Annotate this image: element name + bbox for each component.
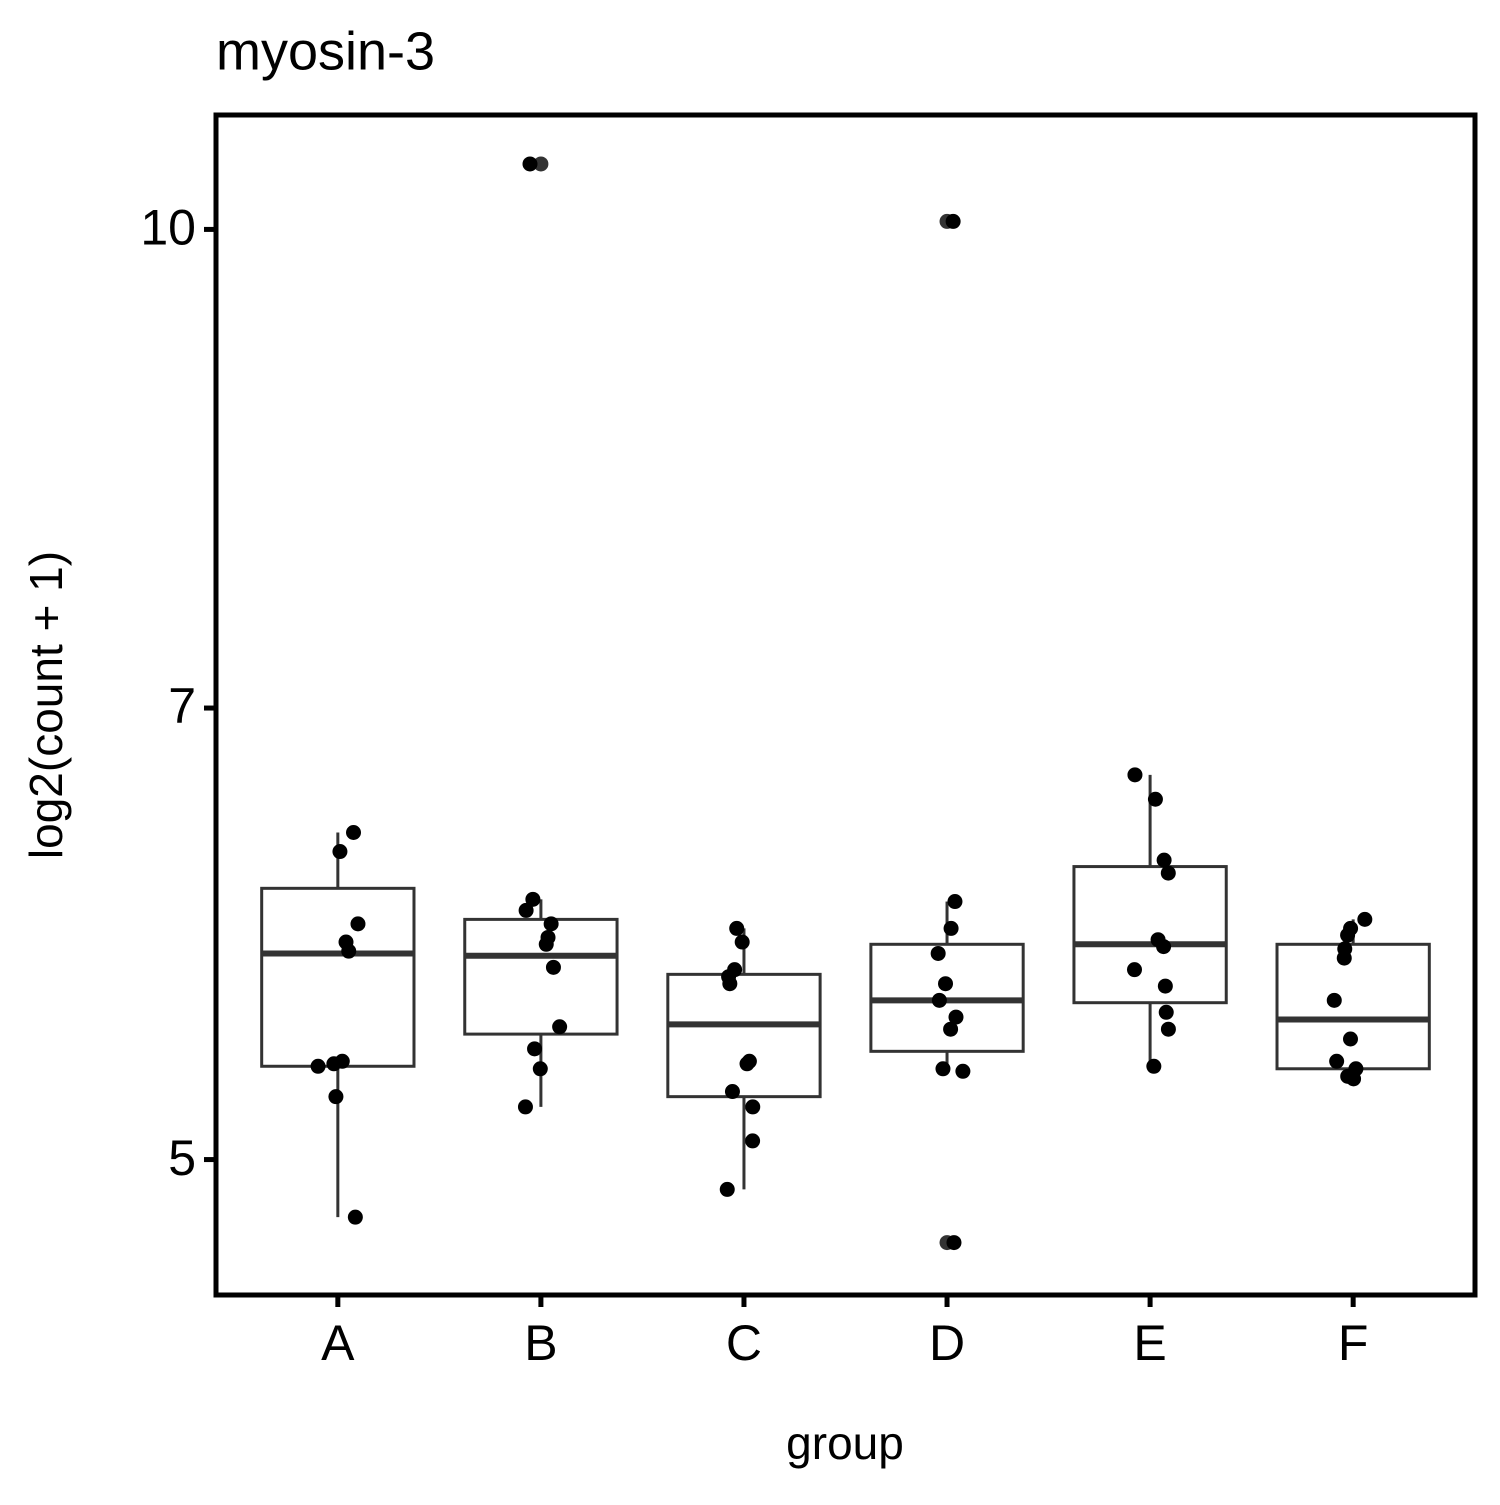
point (328, 1089, 344, 1105)
point (1342, 1031, 1358, 1047)
point (517, 1099, 533, 1115)
point (938, 976, 954, 992)
x-tick-label: F (1338, 1315, 1369, 1371)
point (1160, 865, 1176, 881)
x-tick-label: B (524, 1315, 557, 1371)
point (1158, 1004, 1174, 1020)
point (947, 894, 963, 910)
chart-title: myosin-3 (216, 21, 435, 81)
point (326, 1056, 342, 1072)
box (260, 886, 416, 1068)
point (1127, 767, 1143, 783)
point (347, 1209, 363, 1225)
point (1336, 950, 1352, 966)
point (722, 976, 738, 992)
point (341, 943, 357, 959)
x-tick-label: C (726, 1315, 762, 1371)
point (1126, 962, 1142, 978)
x-tick-label: E (1133, 1315, 1166, 1371)
point (1156, 939, 1172, 955)
point (1160, 1021, 1176, 1037)
point (332, 844, 348, 860)
point (346, 824, 362, 840)
panel-border (213, 112, 1478, 1298)
point (930, 945, 946, 961)
point (946, 1235, 962, 1251)
x-tick-label: A (321, 1315, 355, 1371)
box (1072, 865, 1228, 1005)
point (745, 1099, 761, 1115)
x-axis-title: group (786, 1417, 904, 1469)
point (935, 1061, 951, 1077)
point (948, 1009, 964, 1025)
point (734, 934, 750, 950)
point (729, 920, 745, 936)
point (545, 959, 561, 975)
point (719, 1181, 735, 1197)
point (525, 891, 541, 907)
point (1157, 978, 1173, 994)
point (724, 1084, 740, 1100)
point (945, 213, 961, 229)
box (666, 972, 822, 1099)
y-axis-title: log2(count + 1) (20, 551, 72, 859)
point (1326, 992, 1342, 1008)
point (543, 916, 559, 932)
point (1329, 1053, 1345, 1069)
point (1357, 911, 1373, 927)
point (310, 1058, 326, 1074)
point (943, 920, 959, 936)
point (518, 902, 534, 918)
box (1275, 942, 1431, 1071)
point (943, 1021, 959, 1037)
y-tick-label: 5 (168, 1130, 196, 1186)
point (522, 156, 538, 172)
point (1340, 927, 1356, 943)
point (527, 1041, 543, 1057)
point (552, 1019, 568, 1035)
point (1147, 791, 1163, 807)
point (739, 1056, 755, 1072)
point (1346, 1071, 1362, 1087)
outlier (533, 156, 549, 172)
point (745, 1133, 761, 1149)
point (350, 916, 366, 932)
x-tick-label: D (929, 1315, 965, 1371)
point (532, 1061, 548, 1077)
point (1156, 852, 1172, 868)
y-tick-label: 7 (168, 678, 196, 734)
point (931, 992, 947, 1008)
point (955, 1063, 971, 1079)
y-tick-label: 10 (140, 200, 196, 256)
point (538, 936, 554, 952)
point (1146, 1058, 1162, 1074)
